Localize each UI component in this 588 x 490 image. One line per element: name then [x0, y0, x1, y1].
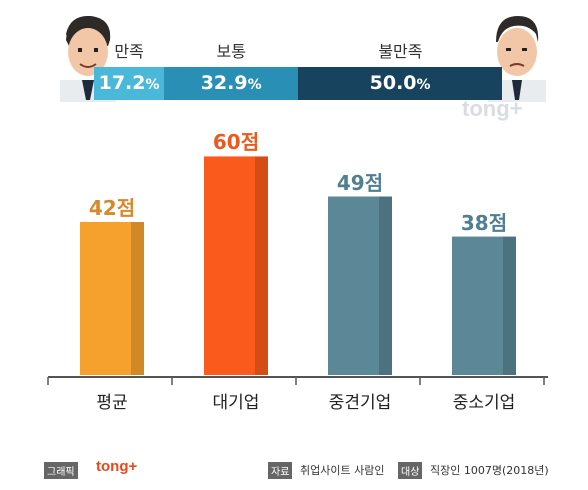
bar-chart	[47, 156, 548, 385]
bar	[328, 196, 392, 375]
bar-body	[328, 196, 392, 375]
category-label: 평균	[96, 393, 128, 413]
bar	[452, 236, 516, 375]
bar-shade	[131, 222, 144, 375]
category-label: 중견기업	[328, 393, 392, 413]
satisfaction-label: 보통	[216, 42, 246, 61]
satisfaction-unit: %	[247, 77, 262, 93]
bar-shade	[379, 196, 392, 375]
satisfaction-unit: %	[416, 77, 431, 93]
target-text: 직장인 1007명(2018년)	[430, 464, 549, 477]
bar	[80, 222, 144, 375]
category-label: 중소기업	[452, 393, 516, 413]
bar-shade	[255, 156, 268, 375]
tong-watermark: tong+	[462, 96, 523, 121]
bar-body	[204, 156, 268, 375]
bar-value-label: 42점	[88, 196, 136, 220]
bar-body	[80, 222, 144, 375]
satisfaction-value: 32.9%	[200, 72, 262, 94]
satisfaction-segment: 17.2%	[94, 67, 165, 100]
satisfaction-label: 만족	[114, 42, 144, 61]
source-tag: 자료	[268, 462, 293, 479]
source-text: 취업사이트 사람인	[300, 464, 385, 477]
unhappy-man-illustration	[488, 16, 546, 102]
satisfaction-unit: %	[145, 77, 160, 93]
category-label: 대기업	[212, 393, 260, 413]
bar-body	[452, 236, 516, 375]
satisfaction-value: 17.2%	[98, 72, 160, 94]
target-tag: 대상	[398, 462, 423, 479]
satisfaction-segment: 32.9%	[164, 67, 299, 100]
satisfaction-stacked-bar: 17.2% 32.9% 50.0%	[94, 67, 503, 100]
satisfaction-segment: 50.0%	[298, 67, 503, 100]
graphic-brand: tong+	[96, 458, 138, 475]
bar-value-label: 38점	[460, 210, 508, 235]
graphic-tag: 그래픽	[44, 462, 78, 479]
bar-value-label: 49점	[336, 170, 384, 195]
bar-value-label: 60점	[212, 130, 260, 155]
satisfaction-value: 50.0%	[369, 72, 431, 94]
satisfaction-label: 불만족	[378, 42, 423, 61]
bar-shade	[503, 236, 516, 375]
bar	[204, 156, 268, 375]
